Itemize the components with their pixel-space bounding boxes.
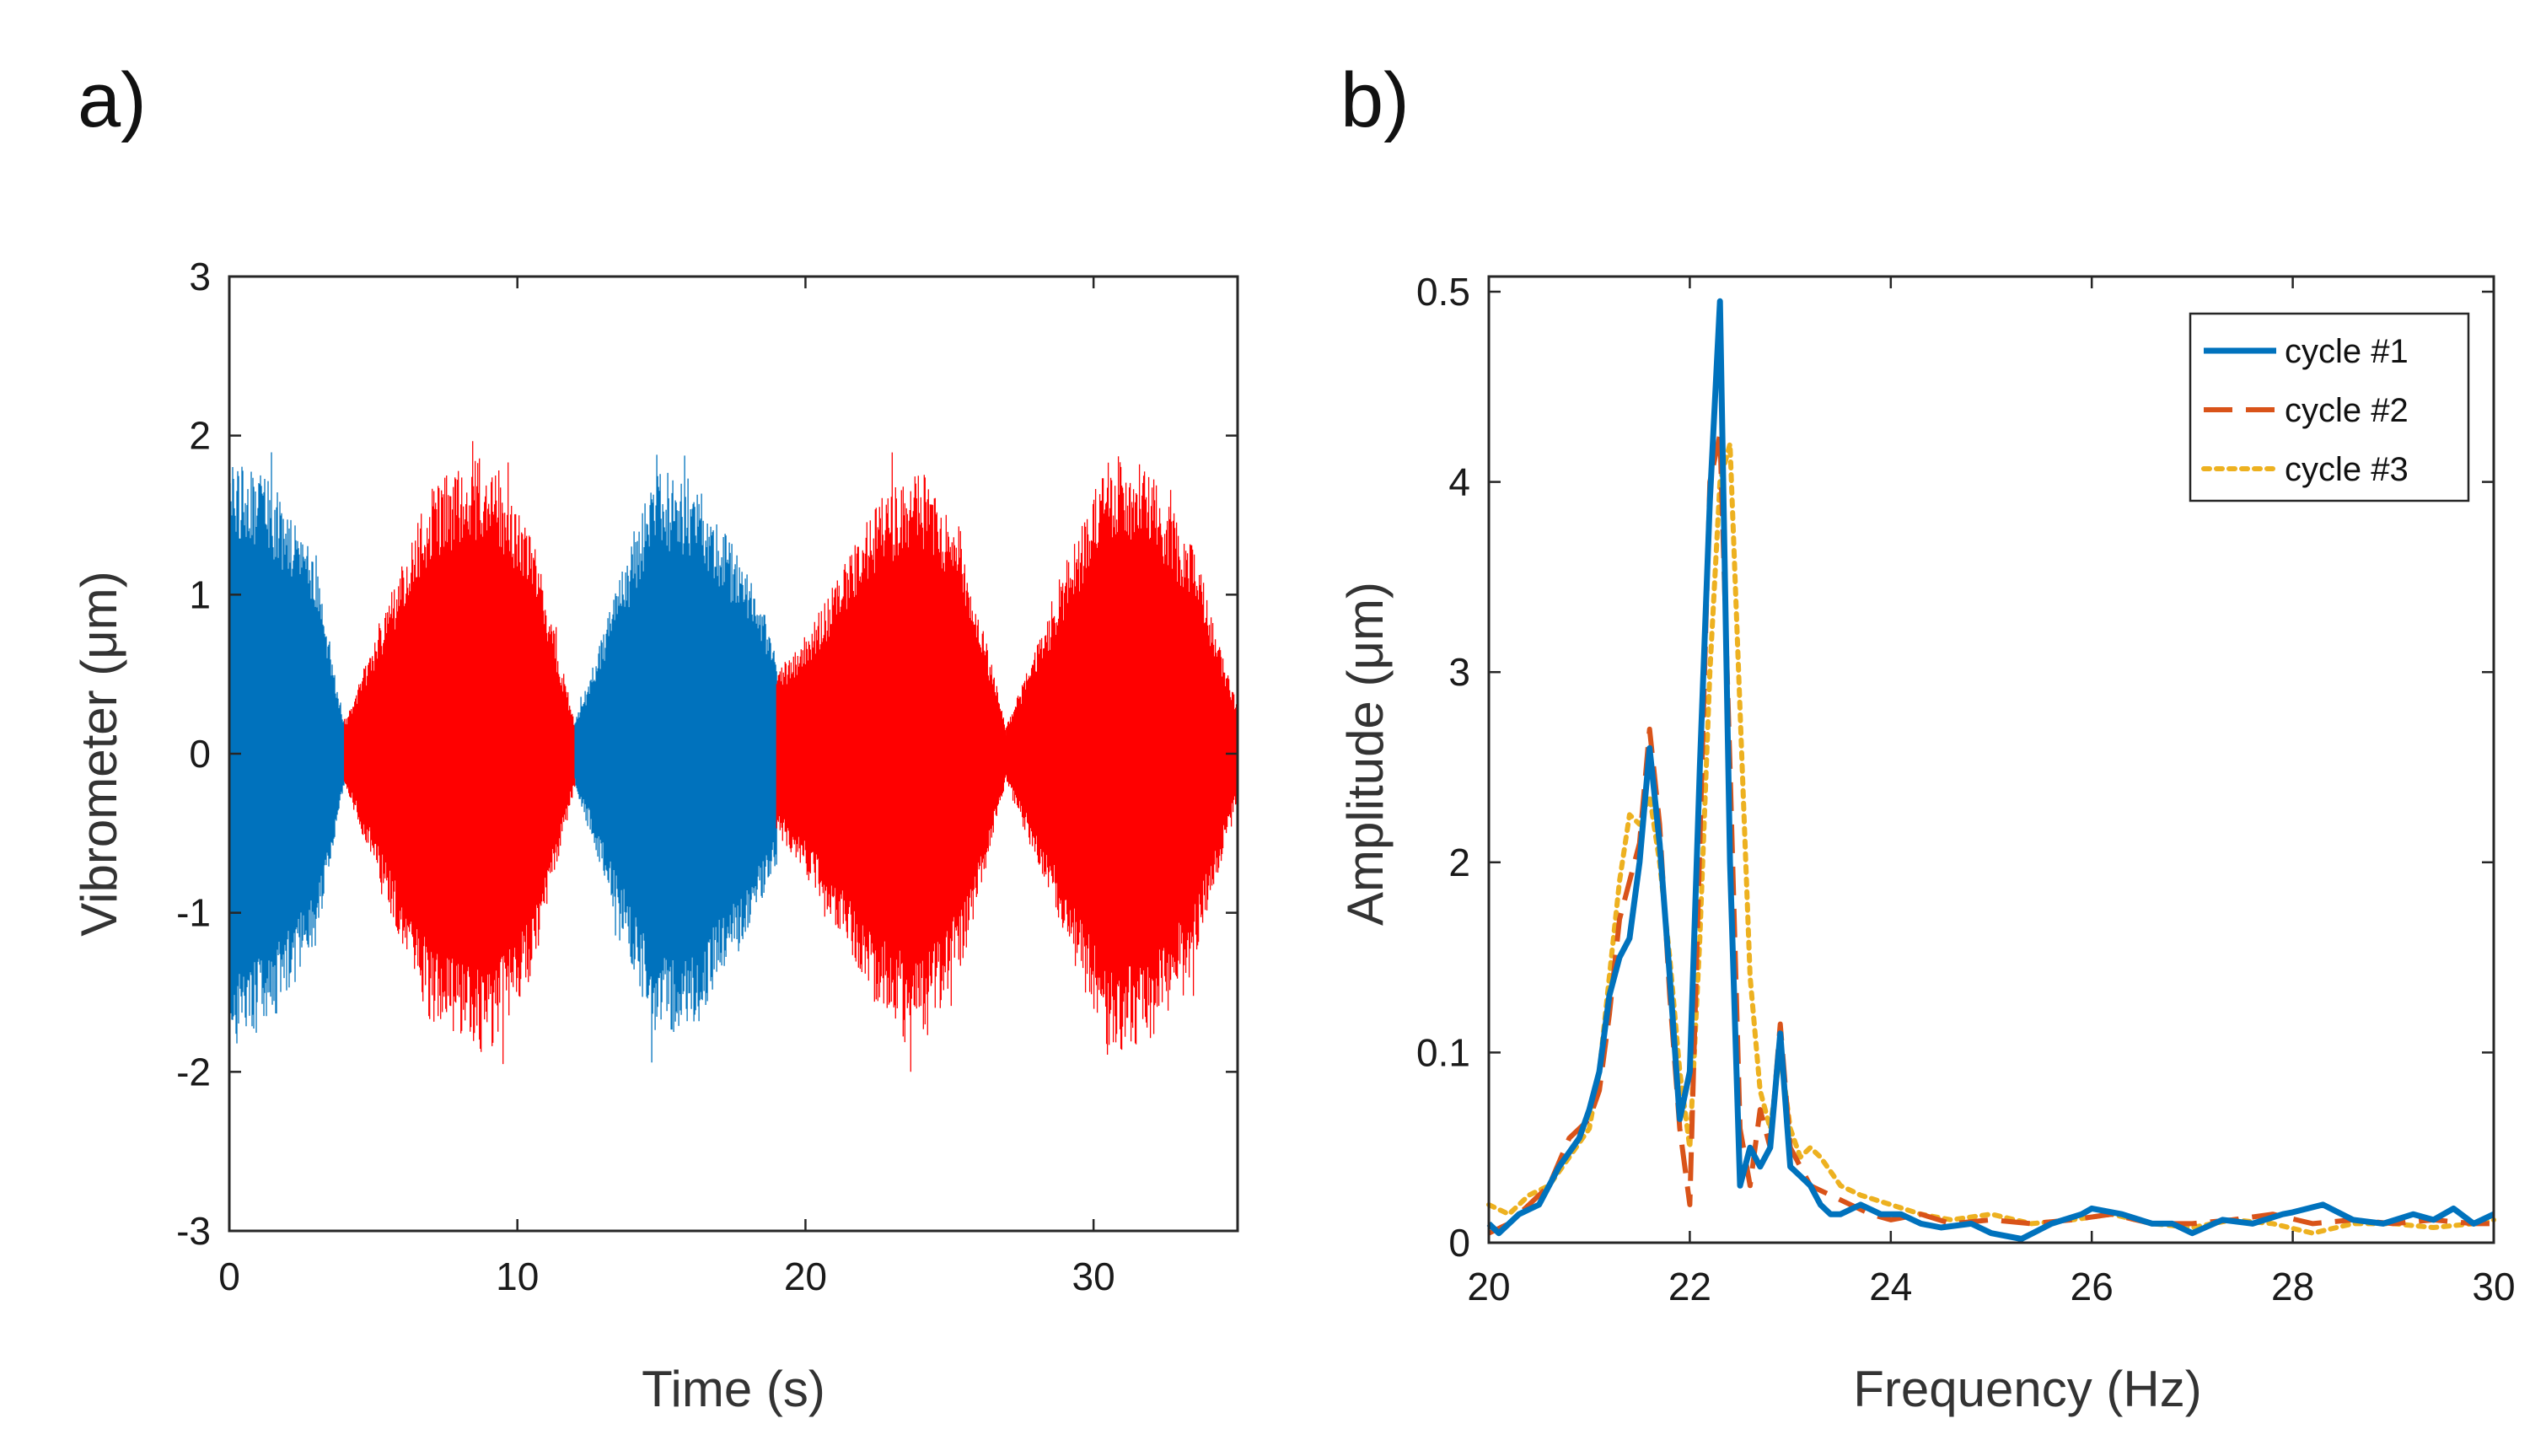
x-tick-label: 24 xyxy=(1869,1265,1912,1308)
y-tick-label: 2 xyxy=(189,414,211,458)
legend-label: cycle #1 xyxy=(2285,333,2409,370)
series-line-cycle-1 xyxy=(1486,298,2495,1242)
panel-b-chart: b) 20 22 24 26 28 30 0 0.1 2 3 4 0.5 Frequency (Hz… xyxy=(1337,57,2516,1417)
y-axis-label: Vibrometer (μm) xyxy=(71,571,127,937)
panel-a-ticks xyxy=(228,275,1238,1233)
x-tick-label: 28 xyxy=(2271,1265,2314,1308)
signal-segment-4 xyxy=(776,452,1007,1072)
panel-a-chart: a) 0 10 20 30 -3 -2 -1 0 1 2 3 Time (s) Vibromete… xyxy=(71,57,1239,1417)
y-tick-label: 0 xyxy=(1448,1221,1470,1265)
x-axis-label: Time (s) xyxy=(642,1361,825,1417)
panel-a-x-tick-labels: 0 10 20 30 xyxy=(218,1255,1115,1298)
y-tick-label: 3 xyxy=(189,255,211,298)
y-tick-label: 2 xyxy=(1448,841,1470,884)
panel-b-x-tick-labels: 20 22 24 26 28 30 xyxy=(1467,1265,2515,1308)
spectrum-lines xyxy=(1486,298,2496,1242)
panel-b-ticks xyxy=(1487,277,2495,1244)
x-tick-label: 30 xyxy=(2472,1265,2515,1308)
x-tick-label: 26 xyxy=(2071,1265,2114,1308)
y-axis-label: Amplitude (μm) xyxy=(1337,582,1394,926)
y-tick-label: 1 xyxy=(189,572,211,616)
x-tick-label: 20 xyxy=(784,1255,827,1298)
y-tick-label: 0.1 xyxy=(1416,1030,1470,1074)
y-tick-label: -3 xyxy=(176,1209,211,1253)
x-tick-label: 22 xyxy=(1668,1265,1711,1308)
signal-segment-3 xyxy=(574,454,777,1063)
legend-label: cycle #3 xyxy=(2285,451,2409,488)
panel-b-label: b) xyxy=(1340,57,1410,143)
y-tick-label: 3 xyxy=(1448,650,1470,694)
panel-b-y-tick-labels: 0 0.1 2 3 4 0.5 xyxy=(1416,270,1470,1265)
signal-segment-5 xyxy=(1006,456,1238,1055)
signal-segment-2 xyxy=(344,441,576,1065)
x-tick-label: 20 xyxy=(1467,1265,1510,1308)
y-tick-label: -1 xyxy=(176,891,211,935)
y-tick-label: 0.5 xyxy=(1416,270,1470,314)
x-tick-label: 30 xyxy=(1072,1255,1115,1298)
y-tick-label: 4 xyxy=(1448,460,1470,504)
x-tick-label: 0 xyxy=(218,1255,240,1298)
vibrometer-signal xyxy=(228,441,1238,1072)
panel-a-label: a) xyxy=(78,57,147,143)
x-tick-label: 10 xyxy=(496,1255,539,1298)
x-axis-label: Frequency (Hz) xyxy=(1853,1361,2201,1417)
y-tick-label: 0 xyxy=(189,732,211,776)
y-tick-label: -2 xyxy=(176,1050,211,1093)
panel-a-y-tick-labels: -3 -2 -1 0 1 2 3 xyxy=(176,255,211,1253)
legend-label: cycle #2 xyxy=(2285,392,2409,429)
panel-b-axes-box xyxy=(1487,275,2495,1244)
legend: cycle #1 cycle #2 cycle #3 xyxy=(2189,312,2470,502)
